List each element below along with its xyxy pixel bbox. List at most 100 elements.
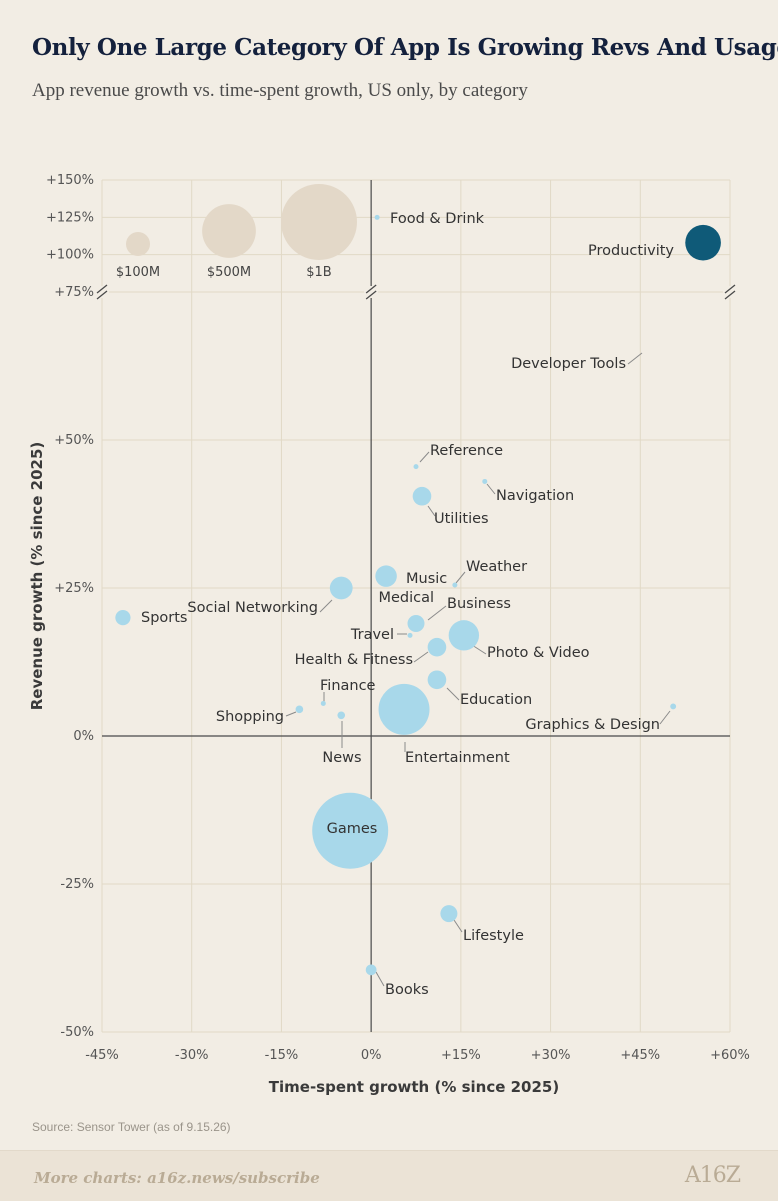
x-tick-label: +30%: [531, 1048, 571, 1063]
legend-label-100m: $100M: [116, 265, 160, 280]
bubble-graphics-design: [670, 703, 677, 710]
label-social-networking: Social Networking: [187, 600, 318, 616]
leader-graphics-design: [659, 710, 671, 725]
label-weather: Weather: [466, 559, 527, 575]
leader-shopping: [285, 711, 297, 717]
chart-subtitle: App revenue growth vs. time-spent growth…: [32, 80, 528, 101]
label-productivity: Productivity: [588, 243, 674, 259]
leader-lifestyle: [453, 919, 463, 933]
legend-bubble-100m: [125, 231, 151, 257]
axis-break-mark: [365, 290, 377, 300]
leader-utilities: [427, 505, 436, 517]
legend-label-1b: $1B: [306, 265, 331, 280]
point-labels: Food & Drink Productivity Developer Tools R…: [141, 211, 674, 998]
y-tick-label: 0%: [73, 729, 94, 744]
x-tick-label: 0%: [361, 1048, 382, 1063]
axis-break-mark: [365, 284, 377, 294]
bubble-shopping: [295, 705, 304, 714]
label-navigation: Navigation: [496, 488, 574, 504]
bubble-lifestyle: [440, 905, 458, 923]
bubble-business: [413, 621, 419, 627]
axis-break-mark: [96, 284, 108, 294]
size-legend: $100M $500M $1B: [116, 184, 357, 280]
tick-labels: -45% -30% -15% 0% +15% +30% +45% +60% -50% -25% 0%…: [46, 173, 750, 1063]
bubble-books: [365, 964, 377, 976]
y-tick-label: -50%: [60, 1025, 94, 1040]
axis-break-gap: [95, 286, 109, 298]
leader-weather: [455, 571, 466, 584]
y-tick-label: +125%: [46, 210, 94, 225]
y-tick-label: +25%: [54, 581, 94, 596]
leader-photo-video: [471, 644, 487, 655]
axis-break-mark: [724, 290, 736, 300]
grid-lines: [101, 179, 731, 1033]
x-axis-label: Time-spent growth (% since 2025): [269, 1078, 559, 1096]
x-tick-label: +15%: [441, 1048, 481, 1063]
label-travel: Travel: [350, 627, 394, 643]
label-graphics-design: Graphics & Design: [525, 717, 660, 733]
label-health-fitness: Health & Fitness: [295, 652, 413, 668]
x-tick-label: -30%: [175, 1048, 209, 1063]
bubble-education: [427, 670, 447, 690]
bubble-photo-video: [448, 620, 480, 651]
label-entertainment: Entertainment: [405, 750, 510, 766]
label-finance: Finance: [320, 678, 376, 694]
y-tick-label: -25%: [60, 877, 94, 892]
axes: [95, 180, 737, 1032]
leader-developer-tools: [627, 352, 643, 365]
bubble-finance: [320, 700, 326, 706]
leader-social-networking: [319, 599, 333, 613]
label-medical: Medical: [378, 590, 434, 606]
x-tick-label: -15%: [265, 1048, 299, 1063]
bubble-health-fitness: [427, 637, 447, 657]
label-shopping: Shopping: [216, 709, 284, 725]
bubble-music: [375, 565, 397, 587]
bubble-travel: [407, 632, 413, 638]
subscribe-link[interactable]: More charts: a16z.news/subscribe: [34, 1169, 320, 1187]
leader-business: [427, 605, 447, 621]
x-tick-label: -45%: [85, 1048, 119, 1063]
bubble-navigation: [482, 478, 488, 484]
label-sports: Sports: [141, 610, 187, 626]
label-music: Music: [406, 571, 447, 587]
axis-break-gap: [364, 286, 379, 298]
y-tick-label: +150%: [46, 173, 94, 188]
label-news: News: [322, 750, 361, 766]
leader-navigation: [486, 483, 496, 495]
label-education: Education: [460, 692, 532, 708]
legend-bubble-500m: [202, 204, 256, 258]
bubble-games: [312, 792, 389, 869]
label-photo-video: Photo & Video: [487, 645, 590, 661]
leader-education: [446, 687, 460, 701]
bubble-utilities: [412, 486, 432, 506]
bubble-social-networking: [329, 576, 353, 600]
footer-bar: More charts: a16z.news/subscribe A16Z: [0, 1150, 778, 1201]
chart-title: Only One Large Category Of App Is Growin…: [32, 34, 778, 61]
bubble-food-drink: [374, 214, 380, 220]
legend-label-500m: $500M: [207, 265, 251, 280]
a16z-logo: A16Z: [684, 1163, 741, 1188]
x-tick-label: +60%: [710, 1048, 750, 1063]
label-lifestyle: Lifestyle: [463, 928, 524, 944]
bubble-news: [337, 711, 346, 720]
leader-health-fitness: [413, 651, 429, 663]
axis-break-mark: [96, 290, 108, 300]
leader-books: [375, 971, 385, 987]
y-tick-label: +100%: [46, 248, 94, 263]
label-reference: Reference: [430, 443, 503, 459]
label-business: Business: [447, 596, 511, 612]
y-axis-label: Revenue growth (% since 2025): [28, 442, 46, 711]
x-tick-label: +45%: [620, 1048, 660, 1063]
bubble-reference: [413, 464, 419, 470]
bubble-weather: [452, 582, 458, 588]
y-tick-label: +50%: [54, 433, 94, 448]
bubble-chart: -45% -30% -15% 0% +15% +30% +45% +60% -50% -25% 0%…: [28, 173, 750, 1096]
y-tick-label: +75%: [54, 285, 94, 300]
axis-break-gap: [723, 286, 737, 298]
label-books: Books: [385, 982, 429, 998]
source-note: Source: Sensor Tower (as of 9.15.26): [32, 1120, 231, 1134]
label-food-drink: Food & Drink: [390, 211, 485, 227]
label-games: Games: [327, 821, 378, 837]
legend-bubble-1b: [281, 184, 357, 260]
leader-reference: [419, 451, 430, 463]
